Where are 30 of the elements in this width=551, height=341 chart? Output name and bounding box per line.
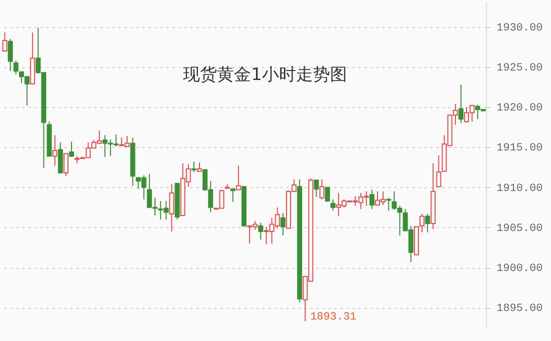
candlestick <box>386 197 392 212</box>
y-tick-label: 1925.00 <box>496 62 543 74</box>
candlestick <box>280 212 286 236</box>
candlestick <box>236 165 241 190</box>
annotation: 1893.31 <box>310 311 357 324</box>
candlestick <box>69 141 74 158</box>
candlestick <box>191 161 196 173</box>
candlestick <box>458 84 464 124</box>
text: 现货黄金1小时走势图 <box>183 65 347 85</box>
candlestick <box>169 184 174 232</box>
candlestick <box>8 38 13 72</box>
candlestick <box>425 213 430 233</box>
y-tick-label: 1920.00 <box>496 102 543 115</box>
y-tick-label: 1915.00 <box>496 142 543 155</box>
y-tick-label: 1900.00 <box>496 263 543 276</box>
candlestick <box>319 178 324 200</box>
candlestick <box>258 222 264 240</box>
y-tick-label: 1905.00 <box>496 222 543 235</box>
candlestick <box>230 188 236 202</box>
y-tick-label: 1895.00 <box>496 303 543 316</box>
candlestick <box>13 60 18 75</box>
candlestick <box>324 186 330 202</box>
y-tick-label: 1930.00 <box>496 22 543 34</box>
candlestick <box>52 134 58 166</box>
candlestick <box>63 153 68 177</box>
y-tick-label: 1910.00 <box>496 182 543 195</box>
candlestick <box>369 189 374 210</box>
candlestick <box>314 180 319 198</box>
candlestick <box>58 142 63 174</box>
candlestick <box>330 198 336 212</box>
